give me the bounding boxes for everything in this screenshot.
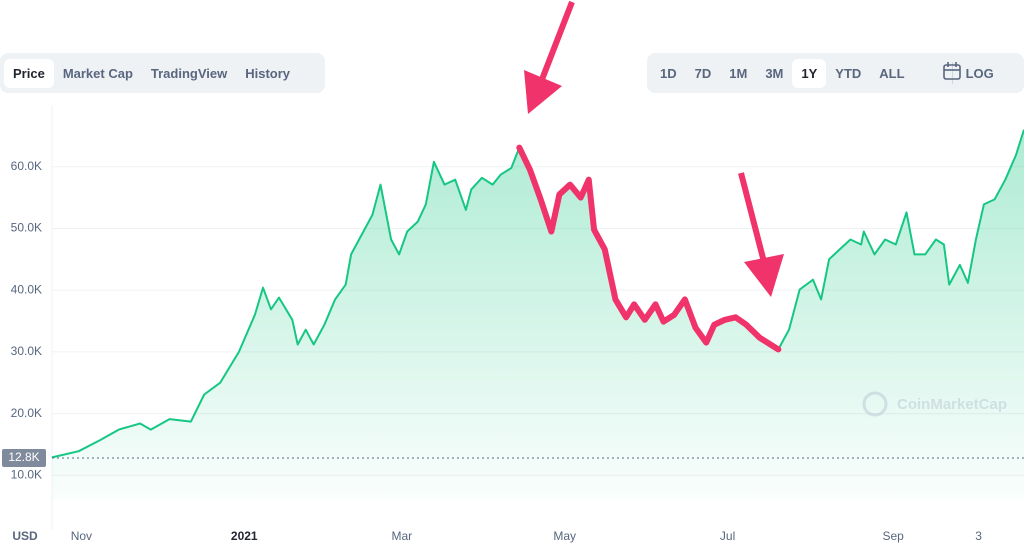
x-tick-label: 3	[975, 529, 982, 543]
tab-button[interactable]: 1D	[660, 65, 677, 81]
tab-button[interactable]: 1M	[729, 65, 748, 81]
y-tick-label: 30.0K	[11, 344, 42, 358]
range-tabs: 1D 7D 1M 3M 1Y YTD ALL LOG	[647, 53, 1024, 93]
x-tick-label: Nov	[71, 529, 92, 543]
y-tick-label: 10.0K	[11, 467, 42, 481]
arrow-head	[744, 254, 784, 297]
tab-button[interactable]: 7D	[694, 65, 712, 81]
tab-button[interactable]: History	[245, 65, 291, 81]
baseline-tag	[2, 449, 46, 468]
highlight-stroke	[516, 144, 782, 353]
tab-button[interactable]: 1Y	[792, 58, 827, 88]
x-tick-label: Sep	[882, 529, 904, 543]
y-tick-label: 60.0K	[11, 159, 42, 173]
watermark-text: CoinMarketCap	[897, 396, 1007, 413]
tab-button[interactable]: ALL	[879, 65, 905, 81]
y-tick-label: 20.0K	[11, 406, 42, 420]
separator	[951, 62, 953, 84]
annotation-arrows	[524, 0, 784, 297]
baseline-label: 12.8K	[8, 450, 39, 464]
y-tick-label: 40.0K	[11, 282, 42, 296]
watermark: CoinMarketCap	[862, 391, 1007, 417]
tab-button[interactable]: LOG	[965, 65, 994, 81]
x-tick-label: May	[553, 529, 576, 543]
tab-button[interactable]: Price	[4, 58, 54, 88]
arrow	[738, 172, 767, 263]
tab-button[interactable]: TradingView	[150, 65, 228, 81]
x-tick-label: Jul	[720, 529, 735, 543]
calendar-icon[interactable]	[943, 62, 961, 80]
y-tick-label: 50.0K	[11, 221, 42, 235]
arrow-head	[524, 70, 562, 114]
view-tabs: Price Market Cap TradingView History	[0, 53, 325, 93]
tab-button[interactable]: YTD	[835, 65, 862, 81]
y-unit: USD	[12, 529, 38, 543]
tab-button[interactable]: 3M	[765, 65, 784, 81]
arrow	[538, 0, 575, 84]
price-area	[52, 129, 1024, 500]
tab-button[interactable]: Market Cap	[62, 65, 133, 81]
x-tick-label: Mar	[391, 529, 412, 543]
watermark-logo	[862, 391, 888, 417]
x-tick-label: 2021	[231, 529, 258, 543]
